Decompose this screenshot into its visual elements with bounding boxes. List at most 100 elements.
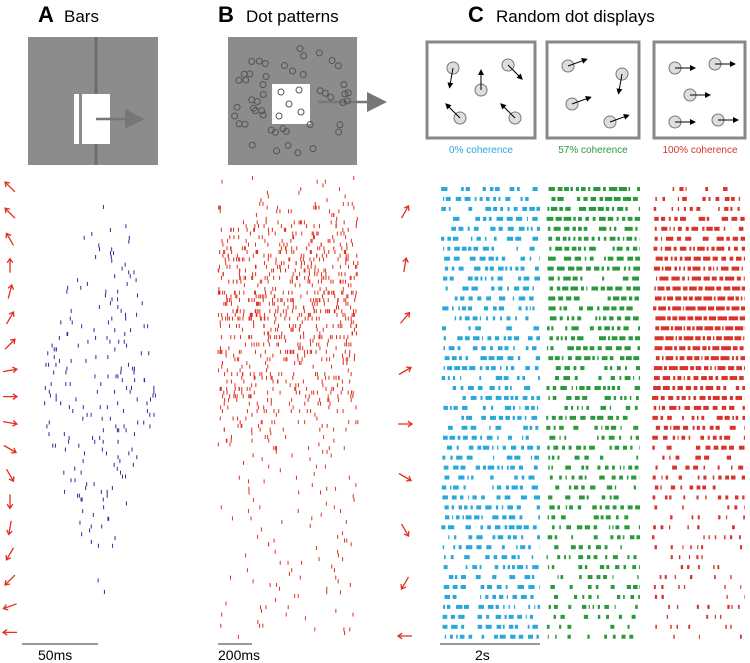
spike-burst [621,634,626,639]
condition-label: 0% coherence [449,145,513,156]
spike-burst [521,445,524,450]
spike-burst [567,634,571,639]
spike-burst [524,575,531,580]
spike-burst [571,386,573,390]
spike-burst [707,604,710,609]
spike-burst [481,346,486,351]
spike-burst [537,604,540,609]
spike-burst [491,246,495,251]
spike-burst [448,575,454,580]
spike-burst [660,216,666,221]
spike-burst [689,485,694,490]
spike-burst [695,445,701,450]
spike-burst [504,386,509,390]
spike-burst [444,356,450,361]
spike-burst [729,425,736,430]
spike-burst [612,525,614,530]
spike-burst [547,535,553,540]
spike-burst [576,445,582,450]
spike-burst [653,405,657,410]
spike-burst [617,326,621,331]
spike-burst [532,236,539,241]
direction-arrow [7,283,15,299]
dot [336,121,344,129]
spike-burst [735,256,742,261]
spike-burst [536,505,540,510]
spike-burst [477,386,483,390]
spike-burst [676,604,679,609]
spike-burst [599,336,606,341]
spike-burst [455,196,462,201]
spike-burst [500,206,504,211]
spike-burst [452,515,454,520]
spike-burst [553,226,561,231]
spike-burst [616,246,623,251]
spike-burst [601,495,606,500]
spike-burst [705,445,711,450]
spike-burst [589,346,595,351]
spike-burst [451,356,457,361]
spike-burst [693,395,697,400]
spike-burst [660,326,670,331]
spike-burst [524,415,527,420]
spike-burst [743,276,745,281]
spike-burst [612,296,620,301]
spike-burst [502,565,506,570]
spike-burst [670,555,673,560]
spike-burst [616,594,621,599]
spike-burst [609,366,613,371]
spike-burst [477,445,482,450]
direction-arrow [1,629,17,636]
spike-burst [467,226,470,231]
spike-burst [734,336,742,341]
spike-burst [536,395,540,400]
spike-burst [696,206,701,211]
spike-burst [704,286,715,291]
spike-burst [522,395,528,400]
spike-burst [482,216,487,221]
spike-burst [716,246,725,251]
spike-burst [519,485,523,490]
spike-burst [569,415,577,420]
spike-burst [590,485,596,490]
spike-burst [612,246,615,251]
spike-burst [553,425,556,430]
spike-burst [663,296,666,301]
spike-burst [597,356,599,361]
spike-burst [660,525,664,530]
spike-burst [606,266,610,271]
spike-burst [629,634,634,639]
spike-burst [486,316,489,321]
spike-burst [604,634,608,639]
spike-burst [655,425,661,430]
spike-burst [665,236,674,241]
spike-burst [655,256,663,261]
spike-burst [682,276,685,281]
dot [253,97,261,105]
spike-burst [461,306,467,311]
spike-burst [449,435,456,440]
spike-burst [525,306,528,311]
spike-burst [498,226,503,231]
spike-burst [623,465,625,470]
spike-burst [672,187,675,191]
panel-letter: B [218,2,234,27]
spike-burst [731,475,736,480]
spike-burst [525,366,530,371]
spike-burst [498,266,504,271]
spike-burst [732,236,739,241]
spike-burst [549,316,557,321]
spike-burst [653,266,661,271]
spike-burst [615,286,623,291]
spike-burst [443,565,448,570]
spike-burst [674,256,677,261]
spike-burst [562,286,569,291]
spike-burst [654,336,664,341]
spike-burst [607,216,614,221]
motion-arrow [571,96,592,105]
spike-burst [726,515,728,520]
spike-burst [612,505,617,510]
spike-burst [629,395,632,400]
spike-burst [479,366,483,371]
spike-burst [654,296,662,301]
